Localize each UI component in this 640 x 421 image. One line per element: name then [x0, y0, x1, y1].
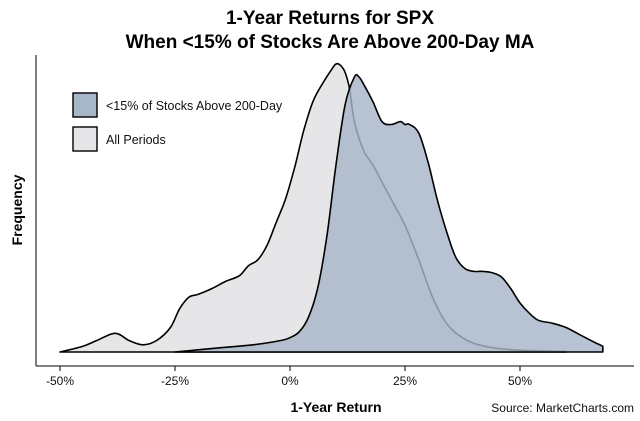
legend-swatch-low-breadth — [72, 92, 98, 118]
legend-label-all-periods: All Periods — [106, 133, 166, 147]
chart-title-line1: 1-Year Returns for SPX — [226, 8, 434, 29]
legend-label-low-breadth: <15% of Stocks Above 200-Day — [106, 99, 283, 113]
legend-swatch-all-periods — [72, 126, 98, 152]
x-tick-label: 50% — [508, 374, 532, 388]
x-tick-label: -50% — [46, 374, 74, 388]
x-axis-ticks: -50% -25% 0% 25% 50% — [46, 366, 532, 388]
x-tick-label: 25% — [393, 374, 417, 388]
chart-title-line2: When <15% of Stocks Are Above 200-Day MA — [126, 32, 535, 53]
x-tick-label: 0% — [281, 374, 299, 388]
source-note: Source: MarketCharts.com — [491, 401, 634, 415]
low-breadth-area — [174, 73, 604, 353]
legend: <15% of Stocks Above 200-Day All Periods — [72, 92, 283, 152]
plot-area — [59, 62, 604, 353]
x-axis-label: 1-Year Return — [290, 399, 381, 415]
x-tick-label: -25% — [161, 374, 189, 388]
y-axis-label: Frequency — [9, 174, 25, 245]
